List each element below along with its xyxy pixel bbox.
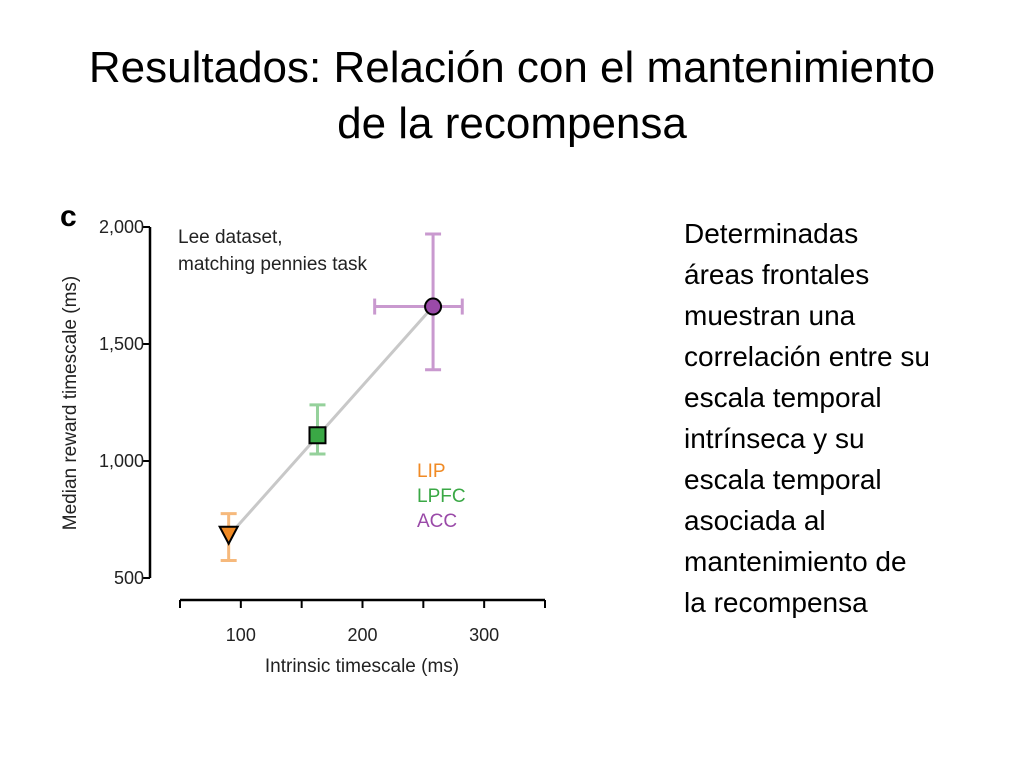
x-axis: 100 200 300	[179, 598, 546, 645]
x-axis-title: Intrinsic timescale (ms)	[265, 656, 459, 677]
body-line: muestran una	[684, 300, 856, 331]
fit-line	[227, 305, 435, 537]
title-line-2: de la recompensa	[337, 99, 687, 148]
body-line: mantenimiento de	[684, 546, 907, 577]
y-tick-label: 2,000	[99, 217, 144, 237]
plot-area	[218, 232, 464, 562]
legend: LIP LPFC ACC	[417, 461, 466, 532]
y-tick-label: 1,500	[99, 334, 144, 354]
x-tick-label: 300	[469, 625, 499, 645]
legend-entry-acc: ACC	[417, 511, 457, 532]
annotation-line-1: Lee dataset,	[178, 227, 283, 248]
x-tick-label: 100	[226, 625, 256, 645]
lip-point	[218, 525, 240, 546]
slide-title: Resultados: Relación con el mantenimient…	[40, 40, 984, 152]
title-line-1: Resultados: Relación con el mantenimient…	[88, 43, 936, 92]
y-tick-label: 500	[114, 568, 144, 588]
panel-label: c	[60, 200, 77, 233]
body-line: asociada al	[684, 505, 826, 536]
y-axis: 500 1,000 1,500 2,000	[99, 217, 152, 588]
annotation-line-2: matching pennies task	[178, 254, 368, 275]
body-line: intrínseca y su	[684, 423, 865, 454]
body-line: correlación entre su	[684, 341, 930, 372]
body-line: la recompensa	[684, 587, 868, 618]
body-text: Determinadas áreas frontales muestran un…	[684, 213, 1004, 623]
acc-point	[424, 297, 443, 316]
body-line: áreas frontales	[684, 259, 870, 290]
body-line: escala temporal	[684, 382, 882, 413]
legend-entry-lip: LIP	[417, 461, 446, 482]
body-line: escala temporal	[684, 464, 882, 495]
x-tick-label: 200	[347, 625, 377, 645]
y-axis-title: Median reward timescale (ms)	[60, 276, 81, 530]
legend-entry-lpfc: LPFC	[417, 486, 466, 507]
lpfc-point	[308, 426, 327, 445]
body-line: Determinadas	[684, 218, 859, 249]
y-tick-label: 1,000	[99, 451, 144, 471]
